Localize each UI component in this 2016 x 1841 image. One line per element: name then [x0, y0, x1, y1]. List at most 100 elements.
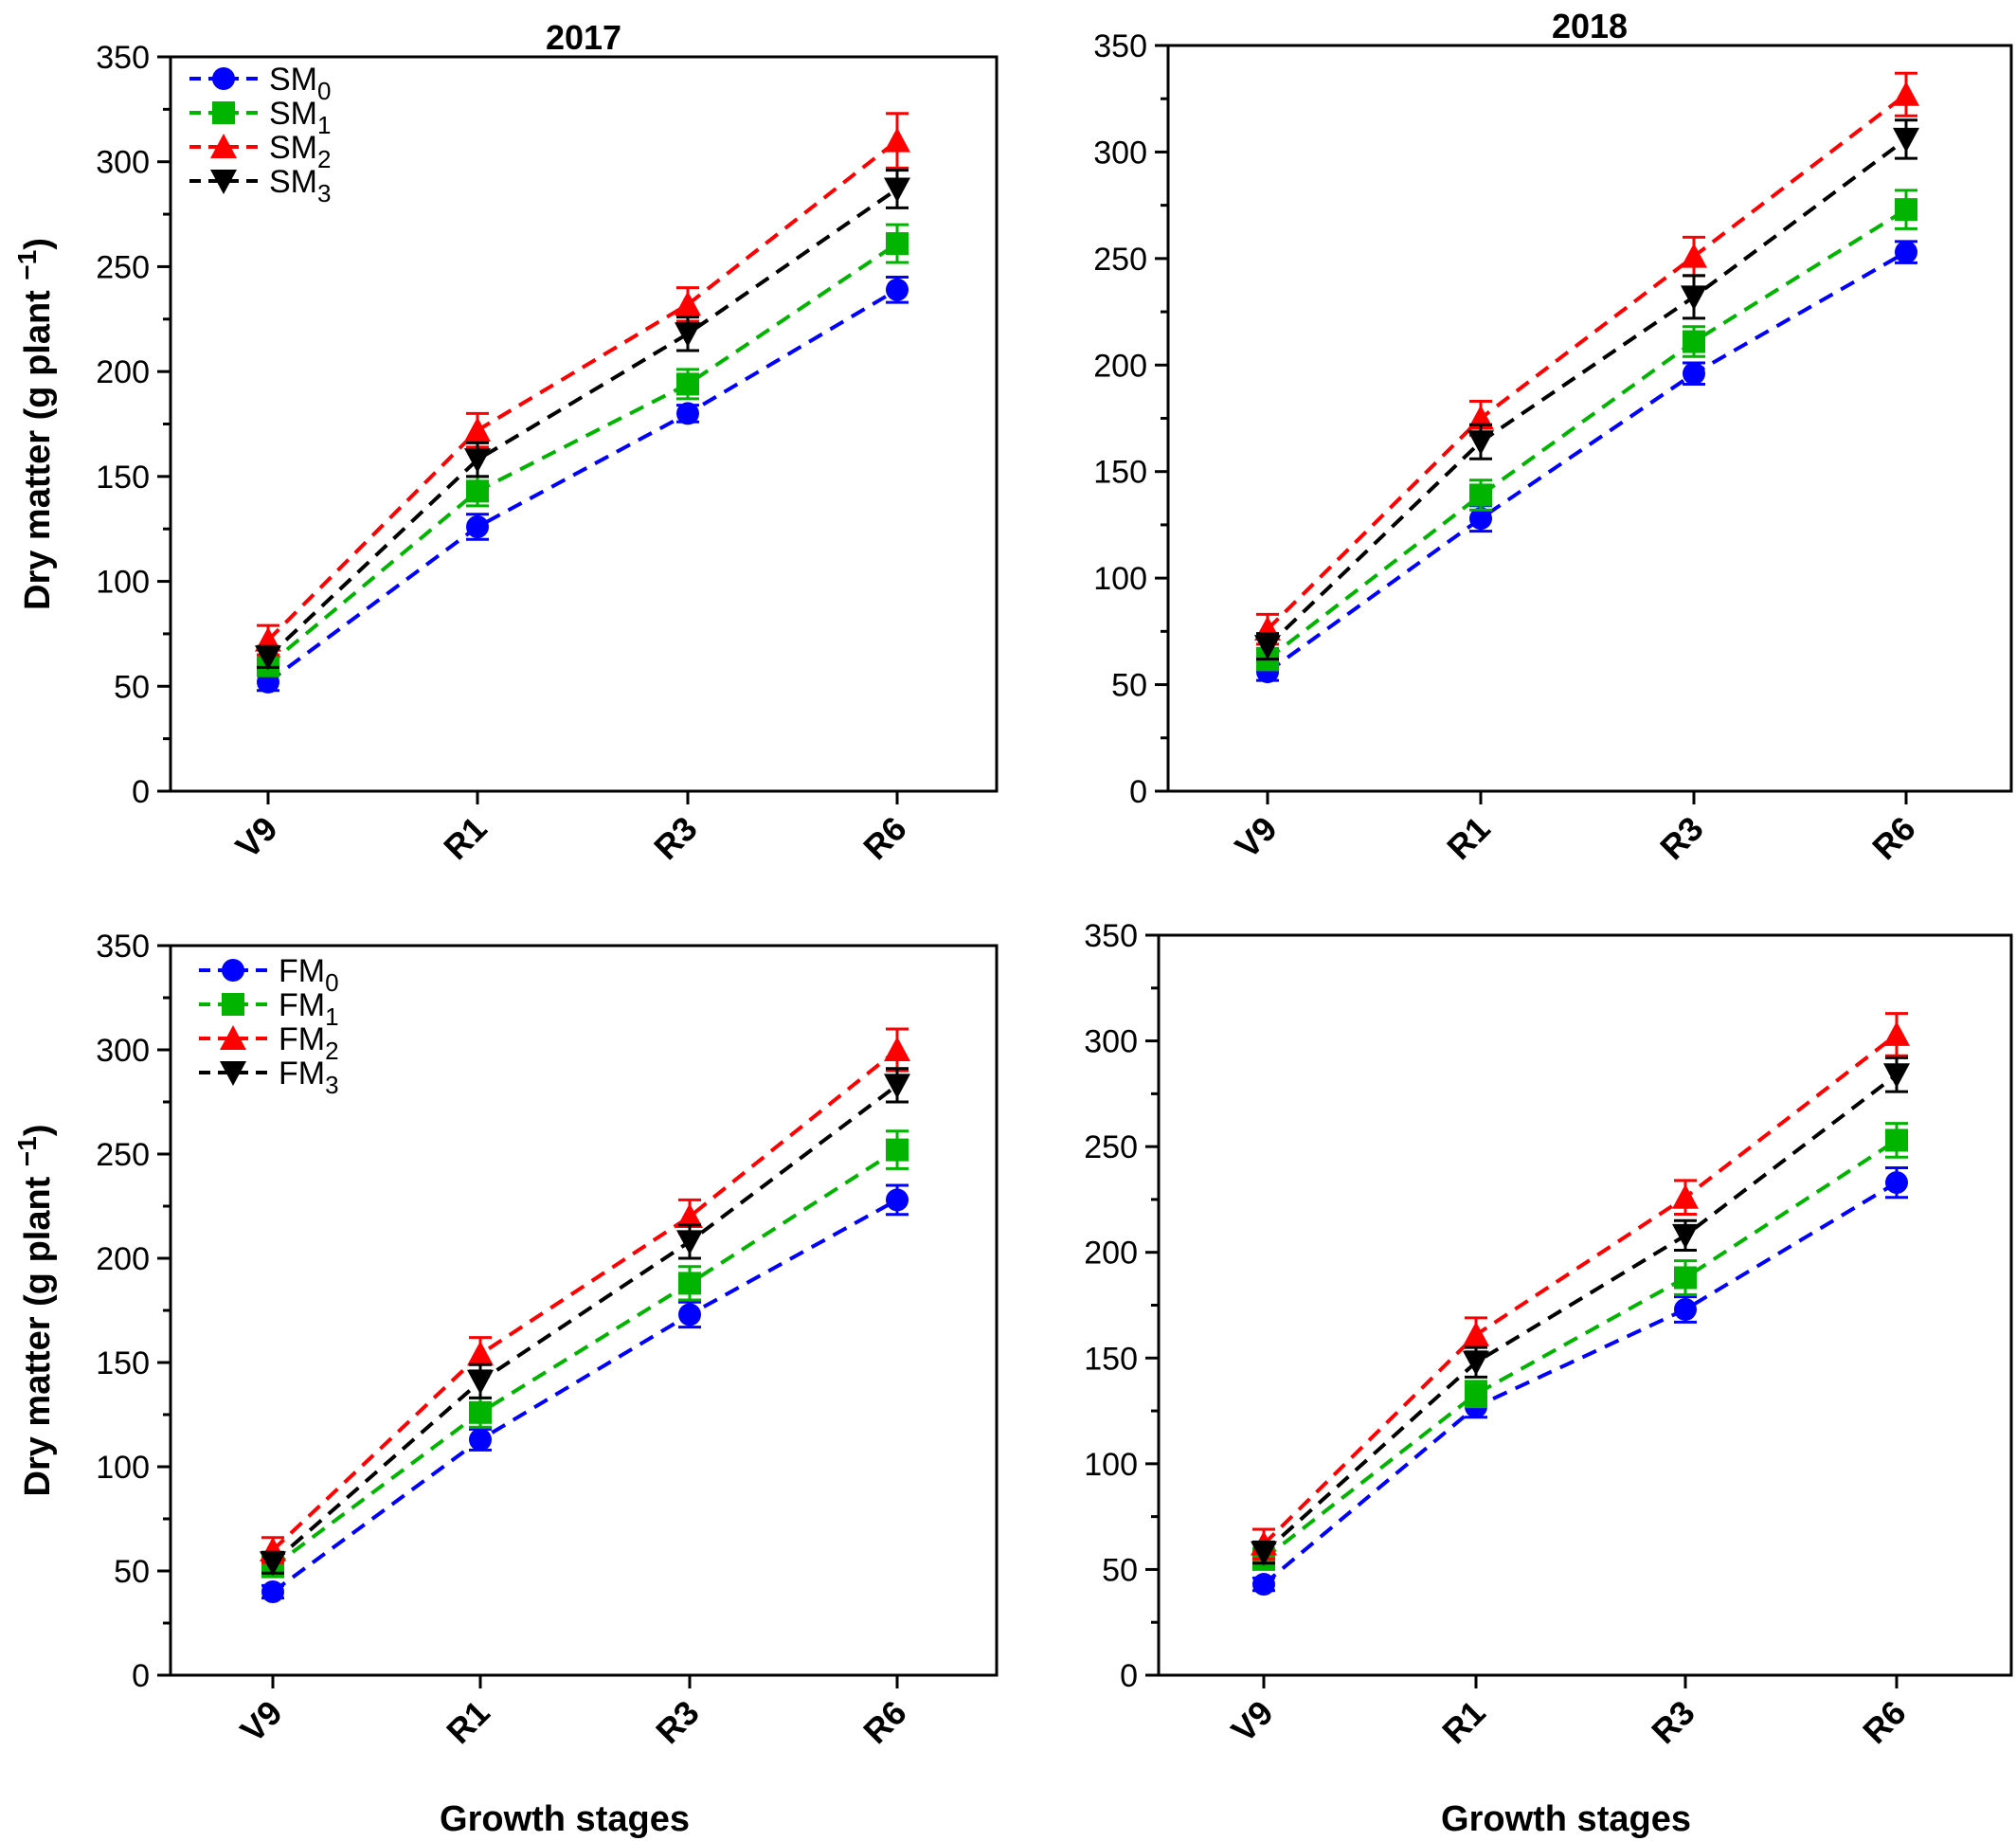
- series-line: [1266, 93, 1908, 631]
- series-3: [1254, 118, 1919, 661]
- series-3: [260, 1067, 910, 1577]
- series-line: [1262, 1033, 1899, 1546]
- data-point: [261, 1580, 284, 1603]
- data-point: [884, 127, 910, 153]
- data-point: [1893, 127, 1919, 153]
- y-tick-label: 50: [114, 1554, 150, 1590]
- x-axis-title: Growth stages: [440, 1799, 690, 1839]
- x-tick-label: R6: [855, 809, 914, 868]
- series-2: [1254, 71, 1919, 646]
- x-tick-label: R1: [436, 809, 495, 868]
- y-tick-label: 0: [1129, 774, 1147, 810]
- y-tick-label: 250: [96, 249, 150, 285]
- data-point: [1674, 1297, 1697, 1321]
- legend-marker: [222, 993, 244, 1016]
- data-point: [884, 177, 910, 203]
- y-tick-label: 100: [96, 1450, 150, 1486]
- data-point: [1895, 198, 1917, 222]
- data-point: [886, 232, 909, 256]
- legend-entry: FM1: [279, 987, 339, 1031]
- data-point: [469, 1428, 492, 1452]
- data-point: [1893, 81, 1919, 106]
- data-point: [466, 479, 489, 503]
- series-3: [255, 169, 910, 671]
- data-point: [260, 1551, 286, 1577]
- data-point: [1674, 1266, 1697, 1290]
- y-tick-label: 100: [96, 565, 150, 601]
- y-tick-label: 350: [96, 929, 150, 965]
- panel-1: 0 50 100 150 200 250 300 350 V9 R1 R3 R6 2017 Dry mat…: [12, 18, 999, 868]
- y-tick-label: 200: [96, 354, 150, 390]
- y-tick-label: 300: [1093, 135, 1147, 171]
- x-tick-label: R1: [1439, 809, 1498, 868]
- series-1: [261, 1129, 909, 1579]
- series-2: [1251, 1012, 1910, 1561]
- x-tick-label: V9: [228, 809, 285, 866]
- legend-marker: [222, 959, 244, 982]
- y-tick-label: 200: [96, 1241, 150, 1277]
- series-line: [1266, 137, 1908, 648]
- y-tick-label: 350: [1084, 918, 1138, 954]
- series-line: [271, 1147, 899, 1569]
- series-3: [1251, 1056, 1910, 1566]
- data-point: [886, 1188, 909, 1212]
- y-tick-label: 350: [96, 40, 150, 76]
- y-axis-title: Dry matter (g plant −1): [12, 238, 58, 610]
- legend-entry: SM2: [269, 130, 331, 173]
- panel-title: 2017: [546, 18, 621, 57]
- y-tick-label: 350: [1093, 28, 1147, 64]
- panel-3: 0 50 100 150 200 250 300 350 V9 R1 R3 R6 Dry matter …: [12, 929, 999, 1839]
- x-tick-label: R3: [1644, 1693, 1702, 1752]
- data-point: [1681, 243, 1707, 268]
- data-point: [1254, 635, 1281, 660]
- data-point: [1895, 241, 1917, 264]
- y-tick-label: 300: [96, 1033, 150, 1069]
- series-line: [266, 288, 899, 684]
- series-line: [1266, 208, 1908, 661]
- y-tick-label: 50: [1111, 668, 1147, 704]
- legend-entry: FM2: [279, 1021, 339, 1065]
- x-tick-label: R6: [1855, 1693, 1914, 1752]
- data-point: [676, 402, 699, 425]
- data-point: [1681, 285, 1707, 311]
- y-tick-label: 0: [1120, 1658, 1138, 1694]
- data-point: [678, 1303, 701, 1327]
- y-tick-label: 0: [132, 774, 150, 810]
- x-tick-label: R1: [1434, 1693, 1493, 1752]
- data-point: [1672, 1183, 1699, 1209]
- legend-entry: FM0: [279, 953, 339, 997]
- data-point: [1883, 1020, 1910, 1046]
- data-point: [467, 1369, 494, 1395]
- data-point: [1467, 430, 1494, 456]
- x-tick-label: R1: [439, 1693, 497, 1752]
- series-0: [261, 1183, 909, 1603]
- y-tick-label: 150: [96, 1345, 150, 1381]
- legend-marker: [210, 170, 237, 194]
- x-tick-label: R6: [855, 1693, 914, 1752]
- series-line: [271, 1083, 899, 1564]
- x-tick-label: V9: [233, 1693, 290, 1750]
- data-point: [1463, 1350, 1489, 1376]
- y-tick-label: 100: [1093, 561, 1147, 597]
- data-point: [466, 515, 489, 538]
- panel-2: 0 50 100 150 200 250 300 350 V9 R1 R3 R6 2018: [1093, 7, 2013, 868]
- series-0: [257, 276, 909, 694]
- series-line: [1262, 1073, 1899, 1555]
- y-tick-label: 250: [96, 1137, 150, 1173]
- legend-marker: [212, 67, 235, 90]
- y-tick-label: 250: [1084, 1129, 1138, 1165]
- series-1: [1256, 189, 1917, 672]
- series-line: [266, 187, 899, 659]
- y-axis-title: Dry matter (g plant −1): [12, 1125, 58, 1497]
- data-point: [469, 1400, 492, 1424]
- series-1: [257, 223, 909, 677]
- x-tick-label: R6: [1864, 809, 1923, 868]
- y-tick-label: 0: [132, 1658, 150, 1694]
- data-point: [676, 1230, 703, 1255]
- data-point: [255, 645, 281, 671]
- legend-marker: [220, 1061, 246, 1086]
- series-line: [266, 138, 899, 641]
- series-1: [1252, 1122, 1908, 1571]
